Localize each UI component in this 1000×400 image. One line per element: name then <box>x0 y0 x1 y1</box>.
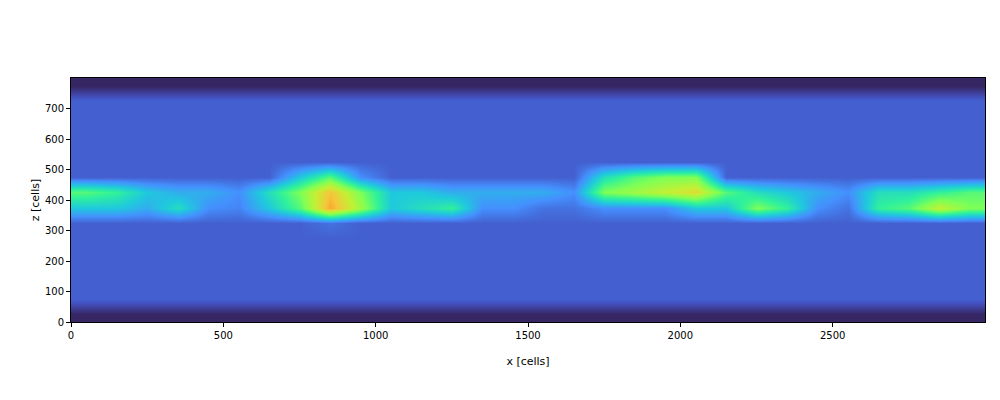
svg-text:600: 600 <box>45 134 64 145</box>
svg-text:300: 300 <box>45 225 64 236</box>
svg-text:x [cells]: x [cells] <box>506 355 549 368</box>
svg-text:2000: 2000 <box>668 330 693 341</box>
svg-text:400: 400 <box>45 195 64 206</box>
svg-text:100: 100 <box>45 286 64 297</box>
svg-text:1000: 1000 <box>363 330 388 341</box>
svg-text:0: 0 <box>68 330 74 341</box>
svg-text:z [cells]: z [cells] <box>29 179 42 222</box>
svg-text:2500: 2500 <box>820 330 845 341</box>
svg-text:500: 500 <box>45 164 64 175</box>
svg-text:1500: 1500 <box>515 330 540 341</box>
svg-text:0: 0 <box>58 317 64 328</box>
svg-text:200: 200 <box>45 256 64 267</box>
svg-text:500: 500 <box>214 330 233 341</box>
svg-text:700: 700 <box>45 103 64 114</box>
